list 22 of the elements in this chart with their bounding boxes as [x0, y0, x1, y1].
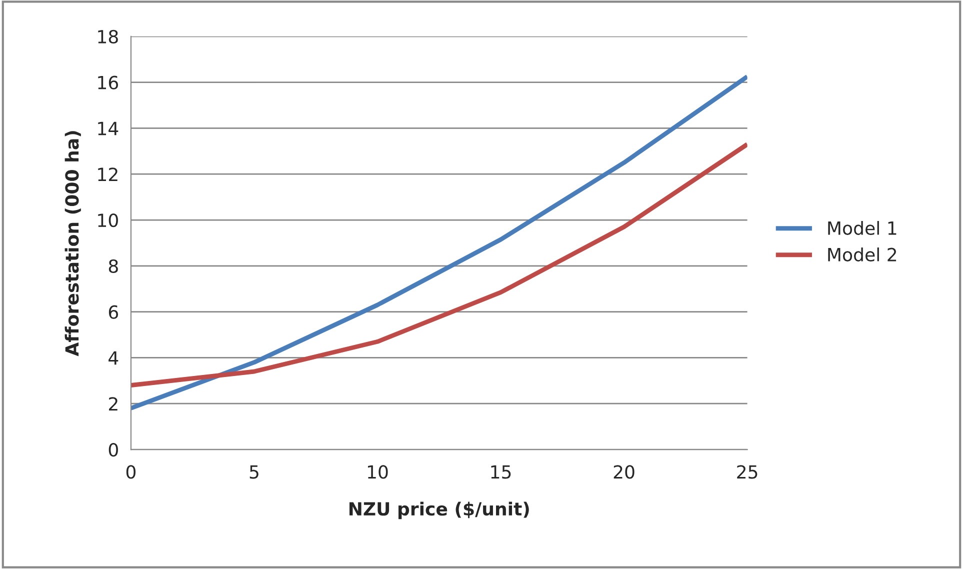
y-tick-label: 2 [109, 397, 118, 410]
x-tick-label: 5 [250, 465, 258, 479]
y-tick-label: 12 [98, 168, 118, 181]
x-tick-label: 10 [368, 465, 388, 479]
x-tick-label: 25 [737, 465, 758, 479]
y-tick-label: 18 [98, 30, 118, 44]
legend-label: Model 1 [828, 220, 896, 235]
legend-label: Model 2 [828, 247, 896, 262]
x-axis-title: NZU price ($/unit) [349, 502, 529, 520]
x-tick-label: 0 [126, 465, 136, 479]
y-tick-label: 14 [98, 122, 118, 136]
y-tick-label: 16 [98, 76, 118, 90]
y-tick-label: 4 [108, 351, 118, 365]
x-tick-label: 15 [491, 465, 511, 479]
y-tick-label: 0 [108, 442, 118, 457]
y-tick-label: 6 [108, 305, 118, 319]
y-tick-label: 8 [108, 259, 118, 274]
x-tick-label: 20 [614, 465, 634, 479]
y-tick-label: 10 [98, 213, 118, 228]
line-series [130, 74, 748, 410]
line-series [130, 142, 748, 388]
y-axis-title: Afforestation (000 ha) [64, 131, 81, 356]
